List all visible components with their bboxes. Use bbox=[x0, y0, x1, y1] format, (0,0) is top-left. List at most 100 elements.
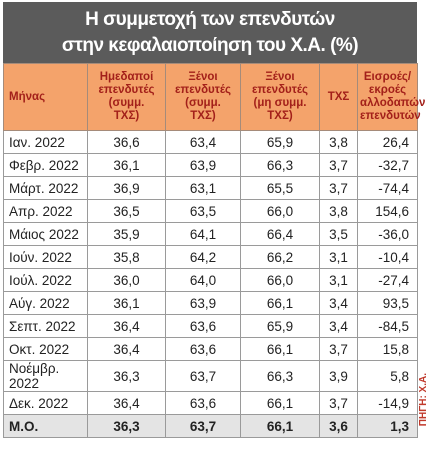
table-cell: 63,5 bbox=[165, 199, 241, 223]
table-cell: -14,9 bbox=[357, 391, 418, 415]
column-header: Ξένοι επενδυτές (συμμ. ΤΧΣ) bbox=[165, 63, 241, 131]
table-cell: 36,5 bbox=[87, 199, 166, 223]
table-cell: Ιούλ. 2022 bbox=[3, 268, 88, 292]
table-cell: 66,1 bbox=[240, 391, 320, 415]
table-cell: 66,4 bbox=[240, 222, 320, 246]
source: ΠΗΓΗ: Χ.Α. bbox=[418, 372, 429, 426]
table-cell: 3,9 bbox=[319, 360, 358, 392]
column-header: ΤΧΣ bbox=[319, 63, 358, 131]
table-cell: 66,1 bbox=[240, 291, 320, 315]
table-cell: 36,4 bbox=[87, 314, 166, 338]
table-cell: 36,1 bbox=[87, 291, 166, 315]
table-cell: 35,8 bbox=[87, 245, 166, 269]
footer-cell: 36,3 bbox=[87, 414, 166, 438]
table-cell: Απρ. 2022 bbox=[3, 199, 88, 223]
data-table: Μήνας Ημεδαποί επενδυτές (συμμ. ΤΧΣ) Ξένοι… bbox=[3, 63, 425, 438]
table-cell: 3,7 bbox=[319, 337, 358, 361]
table-cell: Φεβρ. 2022 bbox=[3, 153, 88, 177]
table-cell: -84,5 bbox=[357, 314, 418, 338]
table-row: Νοέμβρ. 2022 36,3 63,7 66,3 3,9 5,8 bbox=[3, 360, 418, 392]
table-cell: 64,1 bbox=[165, 222, 241, 246]
table-cell: 3,8 bbox=[319, 130, 358, 154]
table-cell: Σεπτ. 2022 bbox=[3, 314, 88, 338]
table-row: Σεπτ. 2022 36,4 63,6 65,9 3,4 -84,5 bbox=[3, 314, 418, 338]
table-cell: Μάρτ. 2022 bbox=[3, 176, 88, 200]
table-row: Μάρτ. 2022 36,9 63,1 65,5 3,7 -74,4 bbox=[3, 176, 418, 200]
table-cell: 65,9 bbox=[240, 314, 320, 338]
header-row: Μήνας Ημεδαποί επενδυτές (συμμ. ΤΧΣ) Ξένοι… bbox=[3, 63, 425, 131]
column-header: Ξένοι επενδυτές (μη συμμ. ΤΧΣ) bbox=[240, 63, 320, 131]
table-cell: 63,7 bbox=[165, 360, 241, 392]
table-cell: 35,9 bbox=[87, 222, 166, 246]
table-cell: 65,9 bbox=[240, 130, 320, 154]
title-line: στην κεφαλαιοποίηση του Χ.Α. (%) bbox=[61, 35, 359, 56]
table-cell: Μάιος 2022 bbox=[3, 222, 88, 246]
table-cell: 66,3 bbox=[240, 153, 320, 177]
table-cell: -74,4 bbox=[357, 176, 418, 200]
column-header: Ημεδαποί επενδυτές (συμμ. ΤΧΣ) bbox=[87, 63, 166, 131]
table-cell: 66,0 bbox=[240, 268, 320, 292]
column-header: Μήνας bbox=[3, 63, 88, 131]
table-cell: 36,0 bbox=[87, 268, 166, 292]
table-cell: -10,4 bbox=[357, 245, 418, 269]
table-cell: 3,1 bbox=[319, 245, 358, 269]
table-cell: 64,2 bbox=[165, 245, 241, 269]
table-cell: 36,1 bbox=[87, 153, 166, 177]
table-cell: 3,7 bbox=[319, 153, 358, 177]
table-cell: 3,7 bbox=[319, 391, 358, 415]
title: Η συμμετοχή των επενδυτών στην κεφαλαιοπ… bbox=[3, 2, 417, 63]
table-cell: Ιαν. 2022 bbox=[3, 130, 88, 154]
table-row: Ιαν. 2022 36,6 63,4 65,9 3,8 26,4 bbox=[3, 130, 418, 154]
table-cell: 36,4 bbox=[87, 337, 166, 361]
table-cell: 3,7 bbox=[319, 176, 358, 200]
table-row: Απρ. 2022 36,5 63,5 66,0 3,8 154,6 bbox=[3, 199, 418, 223]
table-cell: 36,3 bbox=[87, 360, 166, 392]
table-cell: 63,4 bbox=[165, 130, 241, 154]
table-cell: 63,6 bbox=[165, 337, 241, 361]
table-cell: Δεκ. 2022 bbox=[3, 391, 88, 415]
footer-cell: Μ.Ο. bbox=[3, 414, 88, 438]
title-line: Η συμμετοχή των επενδυτών bbox=[85, 9, 335, 30]
table-cell: 15,8 bbox=[357, 337, 418, 361]
table-row: Φεβρ. 2022 36,1 63,9 66,3 3,7 -32,7 bbox=[3, 153, 418, 177]
table-cell: 3,4 bbox=[319, 314, 358, 338]
table-cell: 5,8 bbox=[357, 360, 418, 392]
table-cell: 63,9 bbox=[165, 291, 241, 315]
table-row: Ιούν. 2022 35,8 64,2 66,2 3,1 -10,4 bbox=[3, 245, 418, 269]
table-cell: 63,6 bbox=[165, 314, 241, 338]
table-cell: 26,4 bbox=[357, 130, 418, 154]
table-cell: 63,1 bbox=[165, 176, 241, 200]
table-cell: -36,0 bbox=[357, 222, 418, 246]
table-cell: 93,5 bbox=[357, 291, 418, 315]
footer-cell: 66,1 bbox=[240, 414, 320, 438]
table-row: Δεκ. 2022 36,4 63,6 66,1 3,7 -14,9 bbox=[3, 391, 418, 415]
footer-cell: 1,3 bbox=[357, 414, 418, 438]
table-cell: 64,0 bbox=[165, 268, 241, 292]
table-cell: -32,7 bbox=[357, 153, 418, 177]
table-cell: 3,5 bbox=[319, 222, 358, 246]
table-cell: Αύγ. 2022 bbox=[3, 291, 88, 315]
table-cell: 36,4 bbox=[87, 391, 166, 415]
table-cell: Νοέμβρ. 2022 bbox=[3, 360, 88, 392]
table-cell: 3,1 bbox=[319, 268, 358, 292]
table-cell: 36,9 bbox=[87, 176, 166, 200]
table-cell: Οκτ. 2022 bbox=[3, 337, 88, 361]
table-cell: 66,0 bbox=[240, 199, 320, 223]
table-cell: -27,4 bbox=[357, 268, 418, 292]
footer-cell: 63,7 bbox=[165, 414, 241, 438]
table-cell: 66,3 bbox=[240, 360, 320, 392]
table-cell: 65,5 bbox=[240, 176, 320, 200]
table-cell: 63,9 bbox=[165, 153, 241, 177]
table-cell: 3,8 bbox=[319, 199, 358, 223]
table-cell: 3,4 bbox=[319, 291, 358, 315]
table-row: Οκτ. 2022 36,4 63,6 66,1 3,7 15,8 bbox=[3, 337, 418, 361]
table-row: Αύγ. 2022 36,1 63,9 66,1 3,4 93,5 bbox=[3, 291, 418, 315]
table-body: Ιαν. 2022 36,6 63,4 65,9 3,8 26,4 Φεβρ. 2022 36… bbox=[3, 130, 418, 438]
table-cell: 36,6 bbox=[87, 130, 166, 154]
table-cell: 63,6 bbox=[165, 391, 241, 415]
table-card: Η συμμετοχή των επενδυτών στην κεφαλαιοπ… bbox=[3, 2, 425, 438]
table-cell: 154,6 bbox=[357, 199, 418, 223]
column-header: Εισροές/ εκροές αλλοδαπών επενδυτών bbox=[357, 63, 425, 131]
table-cell: 66,2 bbox=[240, 245, 320, 269]
